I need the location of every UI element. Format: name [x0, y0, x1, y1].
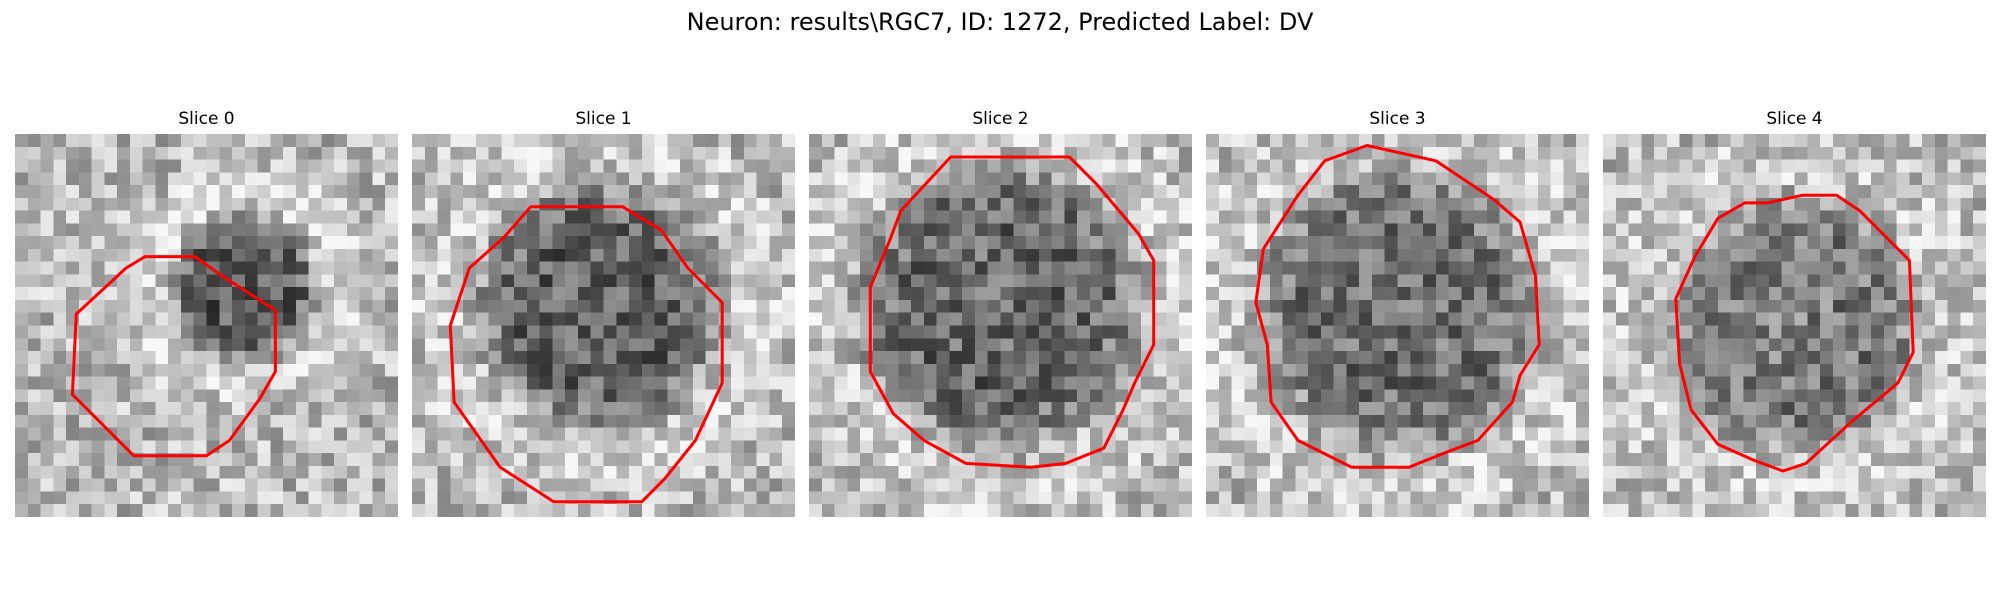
slice-title-0: Slice 0	[178, 109, 235, 129]
slice-image-3	[1206, 134, 1589, 517]
figure-title: Neuron: results\RGC7, ID: 1272, Predicte…	[686, 8, 1314, 36]
slice-panel-2: Slice 2	[809, 108, 1192, 517]
slice-panel-1: Slice 1	[412, 108, 795, 517]
contour-overlay-2	[868, 155, 1156, 469]
neuron-contour-3	[1254, 144, 1541, 469]
neuron-contour-0	[70, 255, 277, 458]
slice-image-0	[15, 134, 398, 517]
slice-panel-0: Slice 0	[15, 108, 398, 517]
neuron-contour-2	[868, 155, 1156, 469]
slice-title-4: Slice 4	[1766, 109, 1823, 129]
neuron-contour-1	[448, 205, 724, 504]
slice-title-3: Slice 3	[1369, 109, 1426, 129]
slice-title-1: Slice 1	[575, 109, 632, 129]
contour-overlay-3	[1254, 144, 1541, 469]
slice-panel-4: Slice 4	[1603, 108, 1986, 517]
slice-image-1	[412, 134, 795, 517]
contour-overlay-0	[70, 255, 277, 458]
slice-panel-3: Slice 3	[1206, 108, 1589, 517]
slice-image-2	[809, 134, 1192, 517]
slice-title-2: Slice 2	[972, 109, 1029, 129]
contour-overlay-1	[448, 205, 724, 504]
neuron-contour-4	[1674, 193, 1915, 473]
contour-overlay-4	[1674, 193, 1915, 473]
